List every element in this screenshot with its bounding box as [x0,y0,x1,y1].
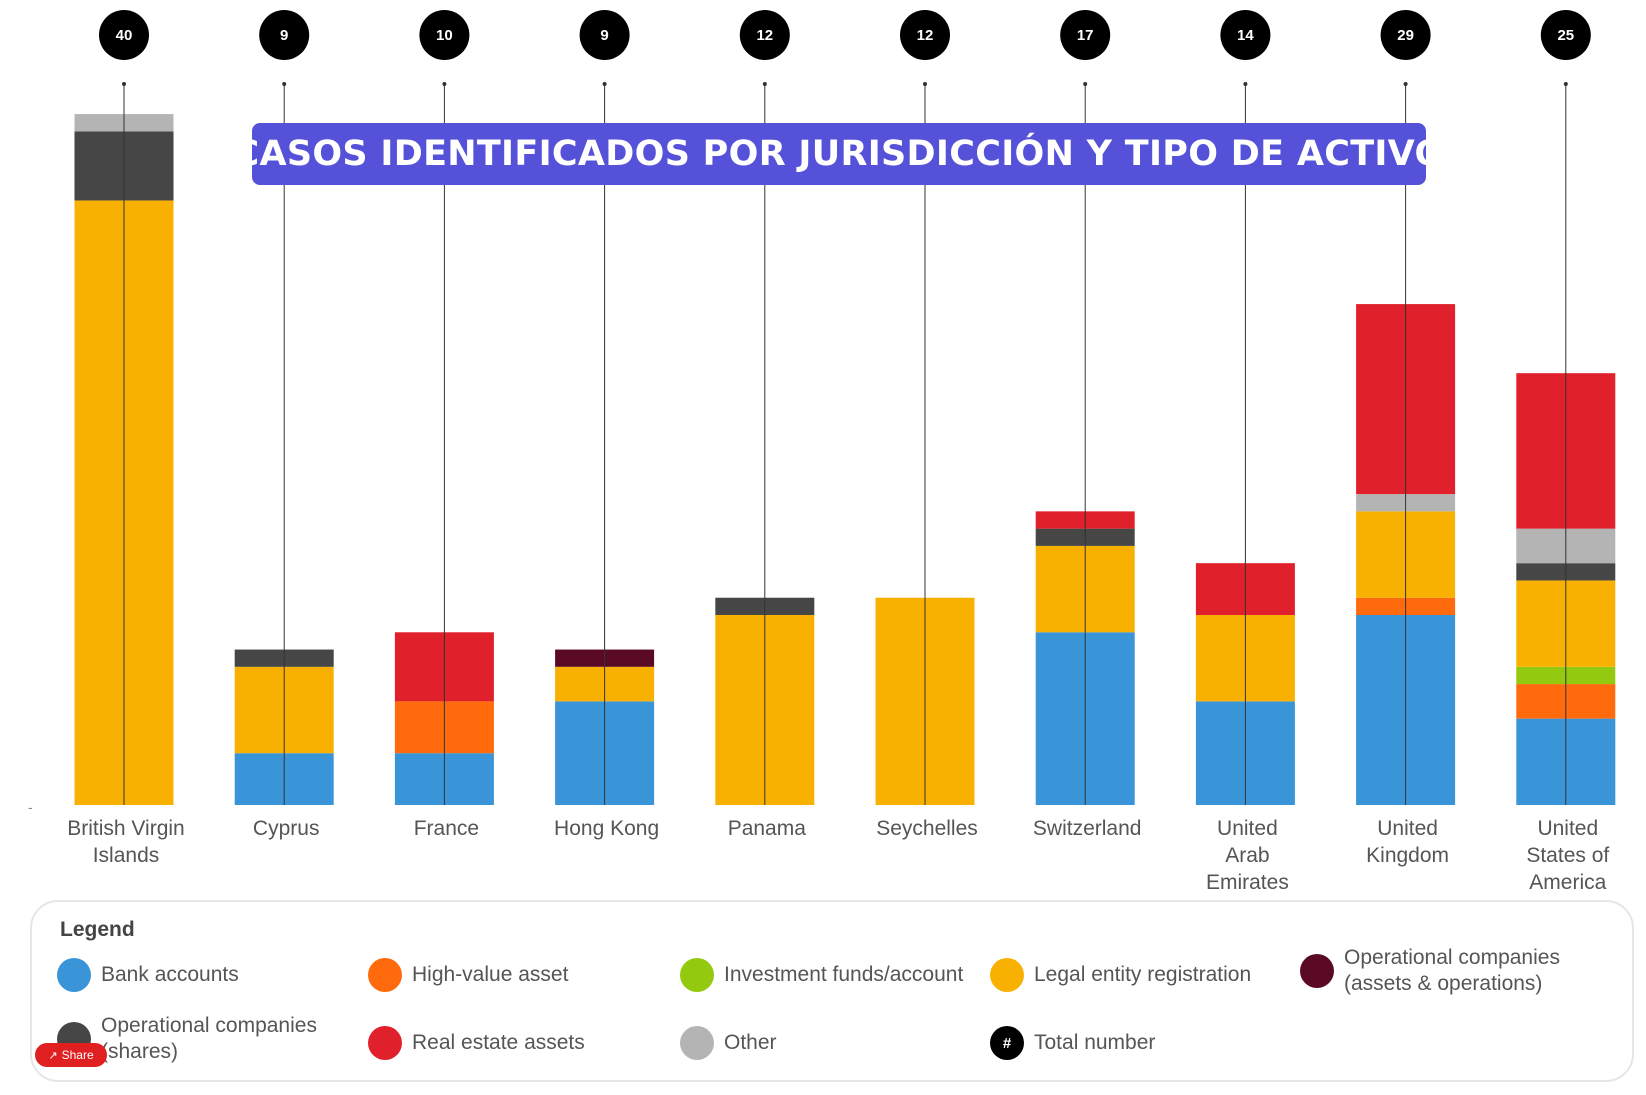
category-label: Panama [728,817,807,840]
circle-swatch-icon [990,958,1024,992]
total-label: 40 [116,27,133,44]
total-label: 10 [436,27,453,44]
total-badge [1220,10,1271,60]
total-label: 29 [1397,27,1414,44]
connector-dot [282,82,287,86]
connector-dot [1083,82,1088,86]
circle-swatch-icon [57,958,91,992]
circle-swatch-icon [1300,954,1334,988]
total-badge [419,10,470,60]
connector-dot [1563,82,1568,86]
circle-swatch-icon [680,1026,714,1060]
category-label: Seychelles [876,817,978,840]
total-badge [99,10,149,60]
legend-item-real-estate: Real estate assets [368,1026,585,1060]
legend-label: Operational companies (assets & operatio… [1344,946,1560,995]
total-label: 9 [280,27,288,44]
total-badge [1380,10,1431,60]
total-badge [259,10,310,60]
legend-item-investment-funds: Investment funds/account [680,958,963,992]
connector-dot [602,82,607,86]
total-badge [900,10,950,60]
legend-label: Other [724,1031,777,1054]
legend-label: Operational companies (shares) [101,1014,317,1063]
legend-item-op-companies-shares: Operational companies (shares) [57,1013,317,1065]
legend-item-high-value-asset: High-value asset [368,958,568,992]
chart-title: CASOS IDENTIFICADOS POR JURISDICCIÓN Y T… [233,123,1444,185]
connector-dot [762,82,767,86]
connector-dot [122,82,126,86]
total-badge [1060,10,1111,60]
legend-item-legal-entity: Legal entity registration [990,958,1251,992]
category-label: Hong Kong [554,817,659,840]
share-button[interactable]: ↗ Share [35,1043,107,1067]
legend: Legend Bank accounts High-value asset In… [30,900,1634,1082]
total-label: 12 [756,27,773,44]
category-label: France [414,817,479,840]
connector-dot [1403,82,1408,86]
hash-circle-icon: # [990,1026,1024,1060]
category-label: Cyprus [253,817,320,840]
total-badge [739,10,790,60]
legend-label: High-value asset [412,963,569,986]
legend-item-bank-accounts: Bank accounts [57,958,239,992]
legend-item-op-companies-assets: Operational companies (assets & operatio… [1300,945,1560,997]
legend-label: Total number [1034,1031,1156,1054]
total-badge [579,10,630,60]
circle-swatch-icon [680,958,714,992]
connector-dot [923,82,927,86]
total-label: 12 [917,27,934,44]
legend-label: Bank accounts [101,963,239,986]
share-icon: ↗ [48,1049,58,1062]
total-label: 9 [600,27,608,44]
legend-item-total-number: # Total number [990,1026,1155,1060]
total-badge [1540,10,1591,60]
category-label: United States of America [1526,817,1609,894]
bars-layer [74,114,1616,806]
legend-title: Legend [60,918,135,941]
total-label: 17 [1077,27,1094,44]
circle-swatch-icon [368,1026,402,1060]
connector-lines-layer [122,82,1568,805]
total-label: 25 [1557,27,1574,44]
totals-layer: 40 9 10 9 12 12 17 14 29 25 [99,10,1591,60]
axis-tick-mark: - [28,799,33,815]
connector-dot [442,82,447,86]
category-label: Switzerland [1033,817,1142,840]
stacked-bar-chart: 40 9 10 9 12 12 17 14 29 25 British Virgin Islands… [28,10,1616,894]
category-label: United Kingdom [1366,817,1449,867]
connector-dot [1243,82,1248,86]
category-labels-layer: British Virgin Islands Cyprus France Hong Ko… [67,817,1609,894]
total-label: 14 [1237,27,1254,44]
legend-label: Legal entity registration [1034,963,1252,986]
legend-item-other: Other [680,1026,777,1060]
legend-label: Investment funds/account [724,963,964,986]
category-label: British Virgin Islands [67,817,185,867]
category-label: United Arab Emirates [1206,817,1289,894]
circle-swatch-icon [368,958,402,992]
legend-label: Real estate assets [412,1031,585,1054]
share-label: Share [61,1048,94,1062]
